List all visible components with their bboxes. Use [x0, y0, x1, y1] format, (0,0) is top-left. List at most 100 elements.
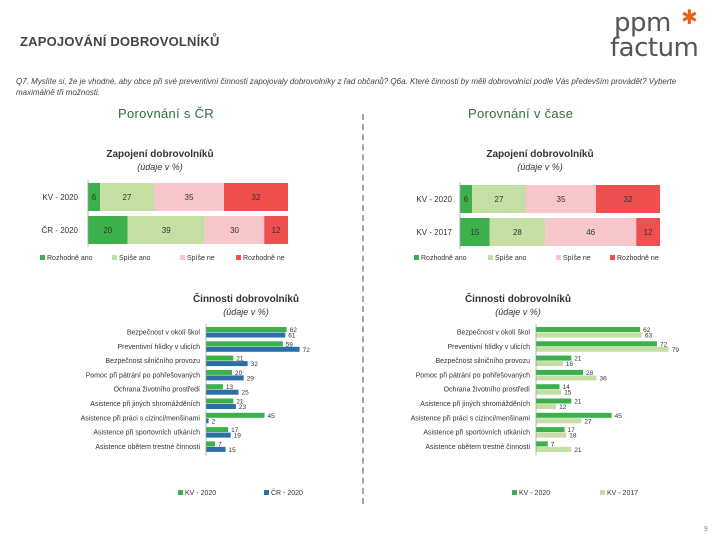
right-activities-value-label: 27 — [584, 418, 592, 425]
right-stacked-legend-swatch — [488, 255, 493, 260]
left-activities-value-label: 13 — [226, 384, 234, 391]
right-stacked-category-label: KV - 2017 — [416, 228, 452, 237]
right-stacked-segment-label: 6 — [464, 195, 469, 204]
right-stacked-segment-label: 12 — [644, 228, 653, 237]
right-stacked-legend-label: Rozhodně ano — [421, 255, 467, 262]
right-stacked-segment-label: 35 — [557, 195, 566, 204]
right-activities-value-label: 62 — [643, 327, 651, 334]
right-stacked-segment — [472, 185, 526, 213]
right-activities-category-label: Bezpečnost silničního provozu — [435, 358, 530, 365]
right-activities-value-label: 63 — [645, 333, 653, 340]
right-activities-bar — [536, 404, 557, 409]
left-stacked-legend-label: Rozhodně ano — [47, 255, 93, 262]
right-stacked-legend-swatch — [610, 255, 615, 260]
right-activities-category-label: Asistence při sportovních utkáních — [423, 430, 530, 437]
left-stacked-legend-swatch — [180, 255, 185, 260]
left-activities-bar — [206, 327, 287, 332]
right-activities-bar — [536, 375, 597, 381]
right-activities-value-label: 45 — [615, 413, 623, 420]
left-stacked-segment — [204, 216, 265, 244]
right-stacked-segment — [460, 218, 490, 246]
left-activities-value-label: 59 — [286, 341, 294, 348]
right-activities-bar — [536, 389, 562, 395]
logo-asterisk-icon: ✱ — [681, 7, 698, 29]
left-activities-value-label: 21 — [236, 399, 244, 406]
right-stacked-segment-label: 15 — [470, 228, 479, 237]
right-activities-value-label: 12 — [559, 404, 567, 411]
right-activities-bar — [536, 441, 548, 447]
left-stacked-segment — [88, 216, 128, 244]
question-text: Q7. Myslíte si, že je vhodné, aby obce p… — [16, 77, 677, 97]
right-activities-value-label: 21 — [574, 447, 582, 454]
panel-title-time: Porovnání v čase — [468, 106, 574, 121]
left-activities-bar — [206, 418, 209, 424]
right-activities-value-label: 72 — [660, 341, 668, 348]
left-activities-title: Činnosti dobrovolníků — [193, 292, 299, 305]
left-activities-bar — [206, 346, 300, 352]
right-stacked-subtitle: (údaje v %) — [517, 162, 563, 172]
left-activities-value-label: 15 — [229, 447, 237, 454]
left-activities-bar — [206, 355, 234, 361]
right-stacked-category-label: KV - 2020 — [416, 195, 452, 204]
right-stacked-segment-label: 27 — [495, 195, 504, 204]
right-activities-category-label: Asistence při práci s cizinci/menšinami — [411, 415, 531, 422]
right-activities-category-label: Pomoc při pátrání po pohřešovaných — [416, 372, 531, 379]
right-stacked-segment — [489, 218, 546, 246]
right-activities-bar — [536, 446, 572, 452]
left-activities-value-label: 20 — [235, 370, 243, 377]
left-activities-category-label: Asistence při jiných shromážděních — [90, 401, 200, 408]
left-activities-legend-label: KV - 2020 — [185, 490, 216, 497]
left-activities-category-label: Bezpečnost v okolí škol — [127, 330, 201, 337]
right-activities-legend-label: KV - 2017 — [607, 490, 638, 497]
left-stacked-segment-label: 32 — [252, 193, 261, 202]
left-activities-category-label: Asistence při práci s cizinci/menšinami — [81, 415, 201, 422]
left-activities-category-label: Ochrana životního prostředí — [114, 387, 200, 394]
right-activities-bar — [536, 361, 563, 367]
left-stacked-title: Zapojení dobrovolníků — [106, 148, 213, 160]
right-activities-legend-swatch — [512, 490, 517, 495]
left-stacked-segment — [224, 183, 288, 211]
right-stacked-legend-swatch — [414, 255, 419, 260]
left-activities-bar — [206, 441, 216, 447]
right-stacked-segment — [596, 185, 660, 213]
left-stacked-legend-label: Spíše ne — [187, 255, 215, 262]
left-stacked-segment — [88, 183, 100, 211]
right-stacked-title: Zapojení dobrovolníků — [486, 148, 593, 160]
left-activities-bar — [206, 384, 223, 390]
left-activities-value-label: 72 — [303, 347, 311, 354]
right-activities-bar — [536, 432, 567, 438]
left-activities-value-label: 29 — [247, 375, 255, 382]
panel-divider — [362, 114, 364, 504]
right-activities-legend-label: KV - 2020 — [519, 490, 550, 497]
logo-text-factum: factum — [610, 33, 699, 63]
left-stacked-segment-label: 35 — [185, 193, 194, 202]
left-activities-value-label: 25 — [242, 390, 250, 397]
left-activities-value-label: 23 — [239, 404, 247, 411]
left-stacked-segment-label: 30 — [230, 226, 239, 235]
right-activities-value-label: 16 — [566, 361, 574, 368]
right-stacked-segment-label: 46 — [586, 228, 595, 237]
left-activities-bar — [206, 332, 286, 338]
left-stacked-legend-label: Rozhodně ne — [243, 255, 285, 262]
panel-title-cr: Porovnání s ČR — [118, 106, 214, 121]
left-activities-bar — [206, 375, 244, 381]
left-activities-value-label: 62 — [290, 327, 298, 334]
left-stacked-subtitle: (údaje v %) — [137, 162, 183, 172]
right-activities-bar — [536, 355, 572, 361]
right-activities-category-label: Bezpečnost v okolí škol — [457, 330, 531, 337]
left-activities-subtitle: (údaje v %) — [223, 307, 269, 317]
right-activities-bar — [536, 427, 565, 433]
right-activities-value-label: 79 — [672, 347, 680, 354]
right-activities-category-label: Ochrana životního prostředí — [444, 387, 530, 394]
right-activities-title: Činnosti dobrovolníků — [465, 292, 571, 305]
right-activities-bar — [536, 398, 572, 404]
right-stacked-legend-label: Spíše ne — [563, 255, 591, 262]
right-stacked-segment — [460, 185, 472, 213]
right-activities-bar — [536, 384, 560, 390]
right-stacked-segment-label: 32 — [624, 195, 633, 204]
left-stacked-segment-label: 27 — [123, 193, 132, 202]
left-stacked-legend-swatch — [112, 255, 117, 260]
right-activities-subtitle: (údaje v %) — [495, 307, 541, 317]
right-stacked-segment-label: 28 — [513, 228, 522, 237]
